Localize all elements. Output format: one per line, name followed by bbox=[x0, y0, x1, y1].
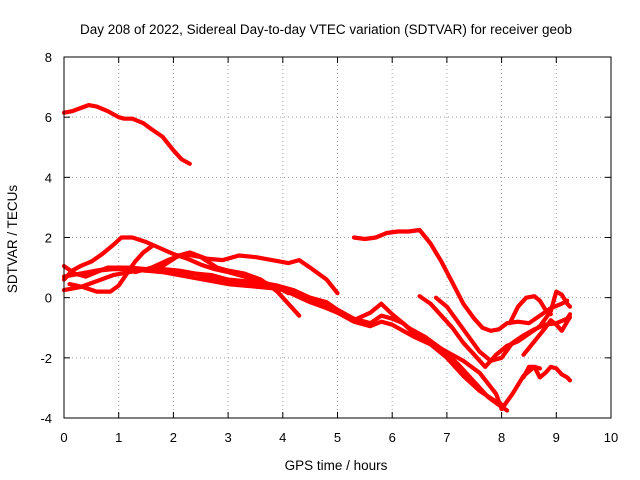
series-line-arc-6 bbox=[94, 267, 542, 412]
x-tick-label: 9 bbox=[553, 430, 560, 445]
y-tick-label: 2 bbox=[45, 231, 52, 246]
x-tick-label: 5 bbox=[334, 430, 341, 445]
x-tick-label: 8 bbox=[498, 430, 505, 445]
x-axis-label: GPS time / hours bbox=[285, 458, 388, 473]
series-line-arc-12 bbox=[521, 364, 573, 383]
series-layer bbox=[61, 103, 573, 413]
series-line-arc-10 bbox=[417, 289, 573, 369]
x-tick-label: 3 bbox=[224, 430, 231, 445]
series-line-arc-1 bbox=[61, 103, 192, 166]
x-tick-label: 1 bbox=[115, 430, 122, 445]
series-line-arc-9 bbox=[351, 227, 570, 333]
series-line-arc-2 bbox=[61, 235, 291, 296]
grid-lines bbox=[64, 57, 611, 418]
series-line-arc-8 bbox=[133, 251, 302, 318]
y-tick-label: -4 bbox=[40, 411, 52, 426]
x-tick-label: 7 bbox=[443, 430, 450, 445]
x-tick-label: 4 bbox=[279, 430, 286, 445]
y-axis-label: SDTVAR / TECUs bbox=[5, 185, 20, 294]
y-tick-label: 6 bbox=[45, 110, 52, 125]
y-tick-label: 4 bbox=[45, 170, 52, 185]
x-tick-label: 0 bbox=[60, 430, 67, 445]
series-line-arc-14 bbox=[507, 294, 553, 326]
series-line-arc-7 bbox=[67, 244, 154, 294]
chart-title: Day 208 of 2022, Sidereal Day-to-day VTE… bbox=[80, 22, 572, 37]
axis-ticks: 0 1 2 3 4 5 6 7 8 9 10 -4 -2 0 2 4 6 8 bbox=[40, 50, 618, 445]
y-tick-label: 0 bbox=[45, 291, 52, 306]
x-tick-label: 10 bbox=[604, 430, 618, 445]
y-tick-label: 8 bbox=[45, 50, 52, 65]
x-tick-label: 2 bbox=[170, 430, 177, 445]
y-tick-label: -2 bbox=[40, 351, 52, 366]
series-line-arc-13 bbox=[521, 315, 573, 357]
x-tick-label: 6 bbox=[389, 430, 396, 445]
